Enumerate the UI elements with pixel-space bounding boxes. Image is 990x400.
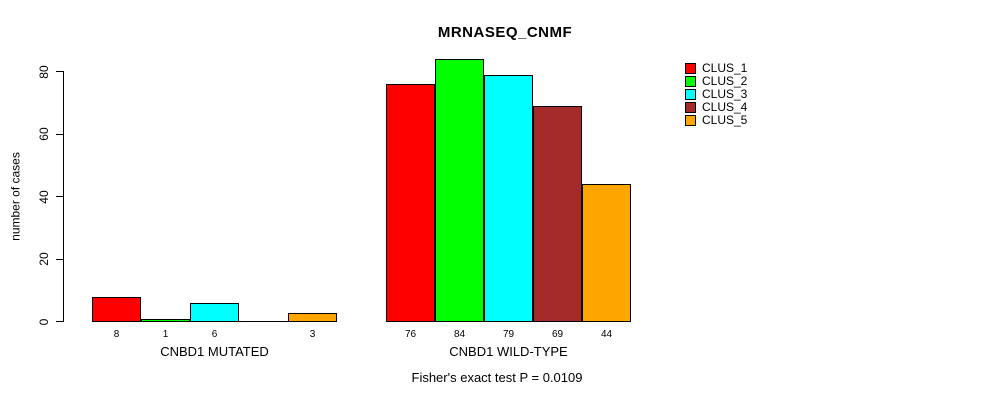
legend: CLUS_1 CLUS_2 CLUS_3 CLUS_4 CLUS_5 [685,62,747,127]
legend-label-clus_1: CLUS_1 [702,61,748,75]
bar-count-label-clus_4-wild-type: 69 [551,329,564,340]
chart-title: MRNASEQ_CNMF [437,24,573,41]
bar-clus_1-wild-type [386,83,435,322]
legend-entry-clus_4: CLUS_4 [685,101,747,114]
y-axis-tick-label: 60 [37,127,51,141]
legend-entry-clus_5: CLUS_5 [685,114,747,127]
legend-swatch-clus_2 [685,76,696,87]
legend-swatch-clus_1 [685,63,696,74]
x-group-label-mutated: CNBD1 MUTATED [160,344,269,359]
bar-clus_1-mutated [92,296,141,322]
legend-swatch-clus_4 [685,102,696,113]
y-axis-tick [56,258,63,260]
bar-count-label-clus_5-mutated: 3 [309,329,316,340]
y-axis-line [63,71,64,322]
y-axis-tick [56,321,63,322]
legend-label-clus_2: CLUS_2 [702,74,748,88]
bar-clus_5-mutated [288,312,337,322]
bar-clus_4-mutated [239,320,288,322]
bar-clus_2-wild-type [435,58,484,322]
y-axis-tick-label: 80 [37,64,51,79]
legend-swatch-clus_3 [685,89,696,100]
y-axis-tick [56,71,63,72]
legend-label-clus_5: CLUS_5 [702,113,748,127]
legend-entry-clus_3: CLUS_3 [685,88,747,101]
fisher-test-annotation: Fisher's exact test P = 0.0109 [411,370,583,385]
bar-count-label-clus_1-mutated: 8 [113,329,120,340]
y-axis-tick-label: 0 [37,318,51,325]
bar-count-label-clus_3-wild-type: 79 [502,329,515,340]
bar-clus_5-wild-type [582,183,631,322]
bar-clus_4-wild-type [533,105,582,322]
bar-clus_3-wild-type [484,74,533,322]
legend-entry-clus_2: CLUS_2 [685,75,747,88]
bar-clus_2-mutated [141,318,190,322]
y-axis-title: number of cases [8,152,23,241]
bar-count-label-clus_1-wild-type: 76 [404,329,417,340]
bar-count-label-clus_5-wild-type: 44 [600,329,613,340]
x-group-label-wildtype: CNBD1 WILD-TYPE [449,344,568,359]
legend-label-clus_3: CLUS_3 [702,87,748,101]
bar-clus_3-mutated [190,302,239,322]
y-axis-tick-label: 40 [37,189,51,204]
legend-label-clus_4: CLUS_4 [702,100,748,114]
bar-count-label-clus_3-mutated: 6 [211,329,218,340]
y-axis-tick-label: 20 [37,252,51,266]
y-axis-tick [56,133,63,135]
y-axis-tick [56,196,63,197]
legend-entry-clus_1: CLUS_1 [685,62,747,75]
bar-count-label-clus_2-mutated: 1 [162,329,169,340]
bar-count-label-clus_2-wild-type: 84 [453,329,466,340]
legend-swatch-clus_5 [685,115,696,126]
